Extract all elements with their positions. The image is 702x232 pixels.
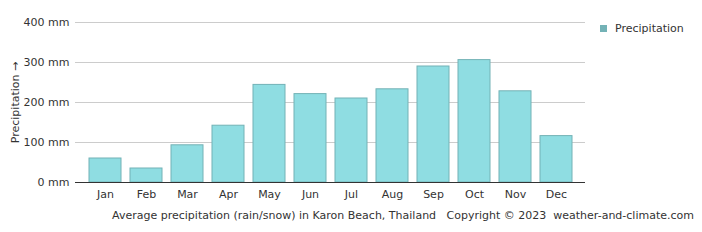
svg-text:Jan: Jan — [96, 188, 114, 201]
svg-text:Sep: Sep — [423, 188, 444, 201]
html-text:Precipitation: Precipitation — [615, 22, 684, 35]
svg-text:Nov: Nov — [505, 188, 527, 201]
svg-text:Jul: Jul — [344, 188, 358, 201]
svg-text:Oct: Oct — [465, 188, 485, 201]
svg-text:Precipitation →: Precipitation → — [9, 62, 22, 143]
html-text:Average precipitation (rain/sn: Average precipitation (rain/snow) in Kar… — [112, 209, 694, 222]
svg-text:Apr: Apr — [219, 188, 239, 201]
svg-text:Aug: Aug — [382, 188, 403, 201]
svg-text:100 mm: 100 mm — [24, 136, 70, 149]
svg-text:400 mm: 400 mm — [24, 16, 70, 29]
svg-text:0 mm: 0 mm — [38, 176, 70, 189]
svg-text:Feb: Feb — [137, 188, 156, 201]
svg-text:Mar: Mar — [177, 188, 198, 201]
svg-text:May: May — [258, 188, 281, 201]
svg-text:200 mm: 200 mm — [24, 96, 70, 109]
svg-text:300 mm: 300 mm — [24, 56, 70, 69]
svg-text:Jun: Jun — [301, 188, 319, 201]
svg-text:Dec: Dec — [546, 188, 567, 201]
